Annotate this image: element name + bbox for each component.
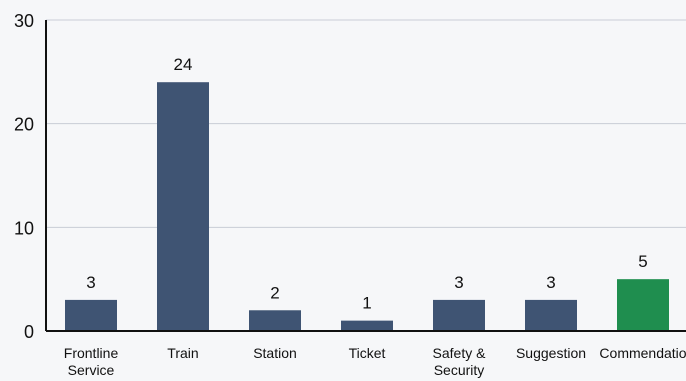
bar — [433, 299, 485, 331]
category-label-line: Suggestion — [516, 345, 586, 361]
bar — [617, 279, 669, 331]
y-tick-label: 20 — [14, 115, 34, 135]
y-tick-label: 30 — [14, 11, 34, 31]
category-label-line: Station — [253, 345, 297, 361]
data-label: 24 — [174, 55, 193, 74]
gridlines — [46, 19, 686, 228]
category-label: Safety & Security — [433, 345, 487, 378]
category-label: Train — [167, 345, 198, 361]
y-axis-tick-labels: 0 10 20 30 — [14, 11, 34, 342]
bar — [249, 310, 301, 331]
category-label: Commendatio — [599, 345, 686, 361]
category-label-line: Safety & — [433, 345, 487, 361]
data-label: 3 — [454, 273, 463, 292]
category-label-line: Service — [68, 362, 115, 378]
y-tick-label: 10 — [14, 218, 34, 238]
category-label: Ticket — [349, 345, 386, 361]
data-label: 1 — [362, 294, 371, 313]
category-label-line: Ticket — [349, 345, 386, 361]
data-label: 3 — [86, 273, 95, 292]
category-label: Frontline Service — [64, 345, 119, 378]
x-axis-category-labels: Frontline Service Train Station Ticket Safety… — [64, 345, 686, 378]
category-label: Station — [253, 345, 297, 361]
bar — [65, 299, 117, 331]
bar — [157, 82, 209, 331]
category-label: Suggestion — [516, 345, 586, 361]
category-label-line: Train — [167, 345, 198, 361]
data-label: 2 — [270, 283, 279, 302]
y-tick-label: 0 — [24, 322, 34, 342]
category-label-line: Frontline — [64, 345, 119, 361]
data-label: 5 — [638, 252, 647, 271]
category-label-line: Security — [434, 362, 485, 378]
bar — [525, 299, 577, 331]
data-label: 3 — [546, 273, 555, 292]
category-label-line: Commendatio — [599, 345, 686, 361]
data-labels: 3 24 2 1 3 3 5 — [86, 55, 647, 312]
bars — [65, 82, 669, 331]
bar — [341, 320, 393, 331]
